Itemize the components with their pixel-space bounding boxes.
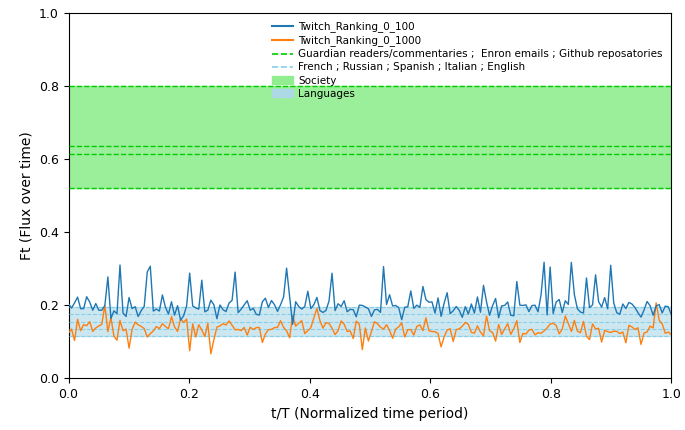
- X-axis label: t/T (Normalized time period): t/T (Normalized time period): [271, 407, 469, 421]
- Legend: Twitch_Ranking_0_100, Twitch_Ranking_0_1000, Guardian readers/commentaries ;  En: Twitch_Ranking_0_100, Twitch_Ranking_0_1…: [269, 18, 666, 102]
- Y-axis label: Ft (Flux over time): Ft (Flux over time): [19, 131, 33, 260]
